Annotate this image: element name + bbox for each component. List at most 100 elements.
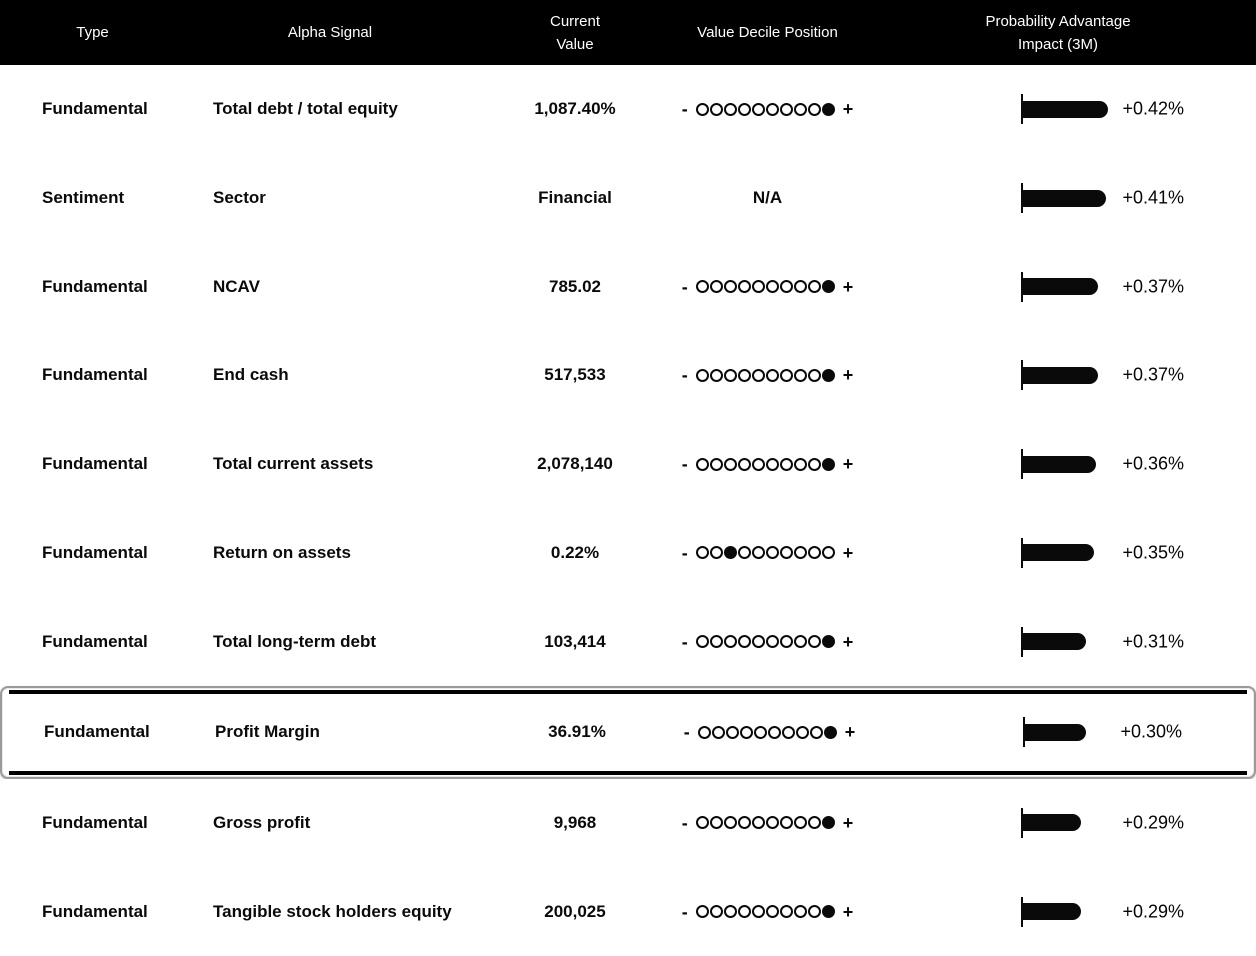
- impact-label: +0.41%: [1122, 187, 1184, 208]
- table-row[interactable]: Fundamental Total debt / total equity 1,…: [0, 65, 1256, 154]
- table-row[interactable]: Fundamental Total long-term debt 103,414…: [0, 597, 1256, 686]
- decile-dot: [695, 816, 709, 830]
- signal-cell: Gross profit: [213, 812, 311, 832]
- decile-dot: [795, 725, 809, 739]
- impact-label: +0.30%: [1120, 721, 1182, 742]
- decile-dot-filled: [821, 816, 835, 830]
- value-cell: 2,078,140: [537, 454, 613, 474]
- type-cell: Fundamental: [42, 542, 148, 562]
- decile-dot: [709, 368, 723, 382]
- decile-indicator: - +: [675, 542, 860, 563]
- table-row[interactable]: Fundamental NCAV 785.02 - + +0.37%: [0, 242, 1256, 332]
- decile-dot: [695, 546, 709, 560]
- decile-dot: [753, 725, 767, 739]
- decile-minus-icon: -: [681, 631, 688, 652]
- table-row[interactable]: Fundamental Profit Margin 36.91% - + +0.3…: [0, 685, 1256, 779]
- decile-dot: [737, 102, 751, 116]
- decile-dot: [723, 905, 737, 919]
- impact-label: +0.36%: [1122, 453, 1184, 474]
- table-row[interactable]: Fundamental Gross profit 9,968 - + +0.29%: [0, 778, 1256, 868]
- decile-dot: [723, 457, 737, 471]
- decile-dot: [723, 102, 737, 116]
- type-cell: Fundamental: [42, 631, 148, 651]
- header-signal: Alpha Signal: [287, 24, 373, 41]
- decile-dot: [737, 546, 751, 560]
- decile-dot: [723, 280, 737, 294]
- impact-bar-group: [1021, 183, 1106, 214]
- impact-label: +0.37%: [1122, 364, 1184, 385]
- decile-dot: [709, 546, 723, 560]
- table-row[interactable]: Fundamental Return on assets 0.22% - + +0…: [0, 508, 1256, 598]
- decile-dot: [737, 816, 751, 830]
- impact-cell: +0.37%: [860, 242, 1256, 331]
- impact-bar: [1022, 189, 1106, 207]
- decile-minus-icon: -: [681, 542, 688, 563]
- decile-dot-filled: [821, 368, 835, 382]
- impact-label: +0.29%: [1122, 812, 1184, 833]
- decile-indicator: N/A: [752, 188, 783, 208]
- table-row[interactable]: Sentiment Sector Financial N/A +0.41%: [0, 153, 1256, 243]
- table-row[interactable]: Fundamental Total current assets 2,078,1…: [0, 419, 1256, 509]
- decile-dot: [765, 546, 779, 560]
- decile-dot: [751, 635, 765, 649]
- decile-dot-filled: [821, 905, 835, 919]
- decile-minus-icon: -: [681, 99, 688, 120]
- impact-cell: +0.30%: [862, 688, 1254, 777]
- decile-dot-filled: [821, 102, 835, 116]
- decile-indicator: - +: [675, 812, 860, 833]
- table-header: Type Alpha Signal Current Value Value De…: [0, 0, 1256, 65]
- impact-bar-group: [1023, 717, 1086, 748]
- impact-bar: [1022, 903, 1081, 921]
- impact-bar-group: [1021, 94, 1108, 125]
- decile-dot: [793, 102, 807, 116]
- decile-dot: [793, 280, 807, 294]
- value-cell: 517,533: [544, 365, 606, 385]
- decile-dot: [695, 457, 709, 471]
- decile-dot: [709, 905, 723, 919]
- decile-dot: [709, 635, 723, 649]
- decile-dot: [807, 546, 821, 560]
- value-cell: 200,025: [544, 901, 606, 921]
- impact-bar-group: [1021, 271, 1098, 302]
- value-cell: 103,414: [544, 631, 606, 651]
- decile-dot: [779, 457, 793, 471]
- impact-cell: +0.41%: [860, 154, 1256, 243]
- decile-dot: [807, 635, 821, 649]
- decile-dot: [809, 725, 823, 739]
- decile-plus-icon: +: [842, 365, 854, 386]
- decile-indicator: - +: [675, 278, 860, 296]
- decile-plus-icon: +: [842, 542, 854, 563]
- decile-minus-icon: -: [681, 812, 688, 833]
- impact-bar: [1022, 366, 1098, 384]
- decile-dot: [765, 368, 779, 382]
- type-cell: Fundamental: [42, 901, 148, 921]
- decile-dot: [695, 280, 709, 294]
- decile-dot: [767, 725, 781, 739]
- decile-dot: [807, 368, 821, 382]
- value-cell: 1,087.40%: [534, 99, 616, 119]
- type-cell: Fundamental: [42, 99, 148, 119]
- decile-indicator: - +: [675, 454, 860, 475]
- decile-dot: [779, 280, 793, 294]
- decile-dot: [779, 905, 793, 919]
- decile-dot: [709, 457, 723, 471]
- decile-dot: [751, 280, 765, 294]
- decile-dot: [709, 280, 723, 294]
- impact-bar-group: [1021, 626, 1086, 657]
- impact-bar: [1022, 814, 1081, 832]
- decile-dot: [765, 635, 779, 649]
- decile-dot-filled: [723, 546, 737, 560]
- decile-minus-icon: -: [681, 454, 688, 475]
- impact-bar: [1024, 723, 1086, 741]
- table-row[interactable]: Fundamental End cash 517,533 - + +0.37%: [0, 331, 1256, 420]
- impact-cell: +0.42%: [860, 65, 1256, 154]
- decile-dot: [779, 368, 793, 382]
- header-decile: Value Decile Position: [697, 24, 838, 41]
- table-row[interactable]: Fundamental Tangible stock holders equit…: [0, 867, 1256, 956]
- signal-cell: Tangible stock holders equity: [213, 901, 452, 921]
- decile-dot: [807, 457, 821, 471]
- decile-dot: [737, 280, 751, 294]
- signal-cell: Total current assets: [213, 454, 374, 474]
- decile-dot: [779, 102, 793, 116]
